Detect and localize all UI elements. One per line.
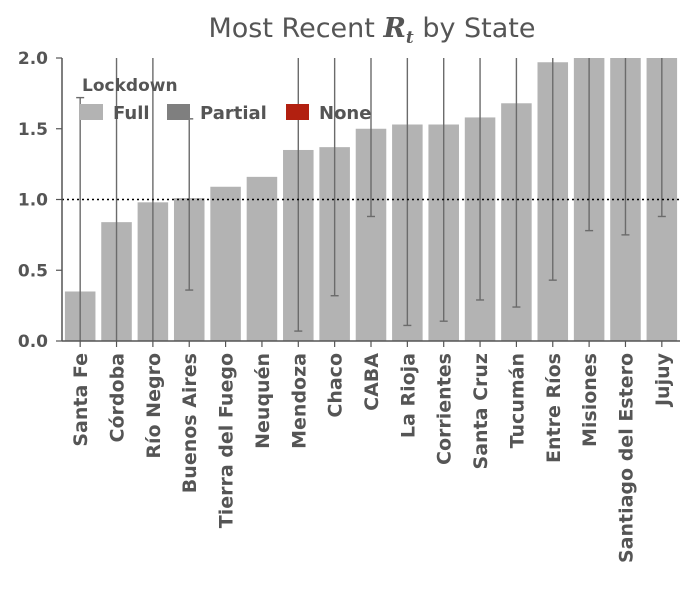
x-tick-label: La Rioja: [397, 353, 419, 438]
x-tick-label: Jujuy: [652, 352, 674, 408]
legend-swatch: [80, 104, 103, 120]
x-tick-label: Santa Fe: [70, 353, 92, 447]
legend-label: None: [319, 103, 371, 124]
y-tick-label: 1.5: [18, 120, 48, 140]
legend-label: Partial: [200, 103, 267, 124]
y-tick-label: 0.0: [18, 332, 48, 352]
x-ticks: Santa Fe Córdoba Río Negro Buenos Aires Tier…: [70, 341, 674, 563]
bar: [246, 176, 278, 341]
x-tick-label: CABA: [361, 353, 383, 411]
x-tick-label: Neuquén: [252, 353, 274, 449]
y-tick-label: 2.0: [18, 49, 48, 69]
x-tick-label: Tierra del Fuego: [216, 353, 238, 528]
x-tick-label: Santiago del Estero: [615, 353, 637, 563]
legend-label: Full: [113, 103, 150, 124]
y-ticks: 0.0 0.5 1.0 1.5 2.0: [18, 49, 62, 352]
x-tick-label: Misiones: [579, 353, 601, 447]
y-tick-label: 1.0: [18, 191, 48, 211]
x-tick-label: Entre Ríos: [543, 353, 565, 463]
legend-swatch: [167, 104, 190, 120]
legend-swatch: [286, 104, 309, 120]
x-tick-label: Tucumán: [506, 353, 528, 448]
x-tick-label: Córdoba: [107, 353, 129, 442]
x-tick-label: Buenos Aires: [179, 353, 201, 493]
x-tick-label: Mendoza: [288, 353, 310, 449]
x-tick-label: Corrientes: [434, 353, 456, 465]
chart-title: Most Recent Rt by State: [208, 13, 535, 48]
x-tick-label: Río Negro: [143, 353, 165, 459]
x-tick-label: Chaco: [325, 353, 347, 418]
bar: [210, 186, 241, 341]
error-bars: [76, 58, 666, 341]
y-tick-label: 0.5: [18, 261, 48, 281]
x-tick-label: Santa Cruz: [470, 353, 492, 469]
legend: Lockdown Full Partial None: [80, 76, 371, 124]
legend-title: Lockdown: [82, 76, 178, 96]
